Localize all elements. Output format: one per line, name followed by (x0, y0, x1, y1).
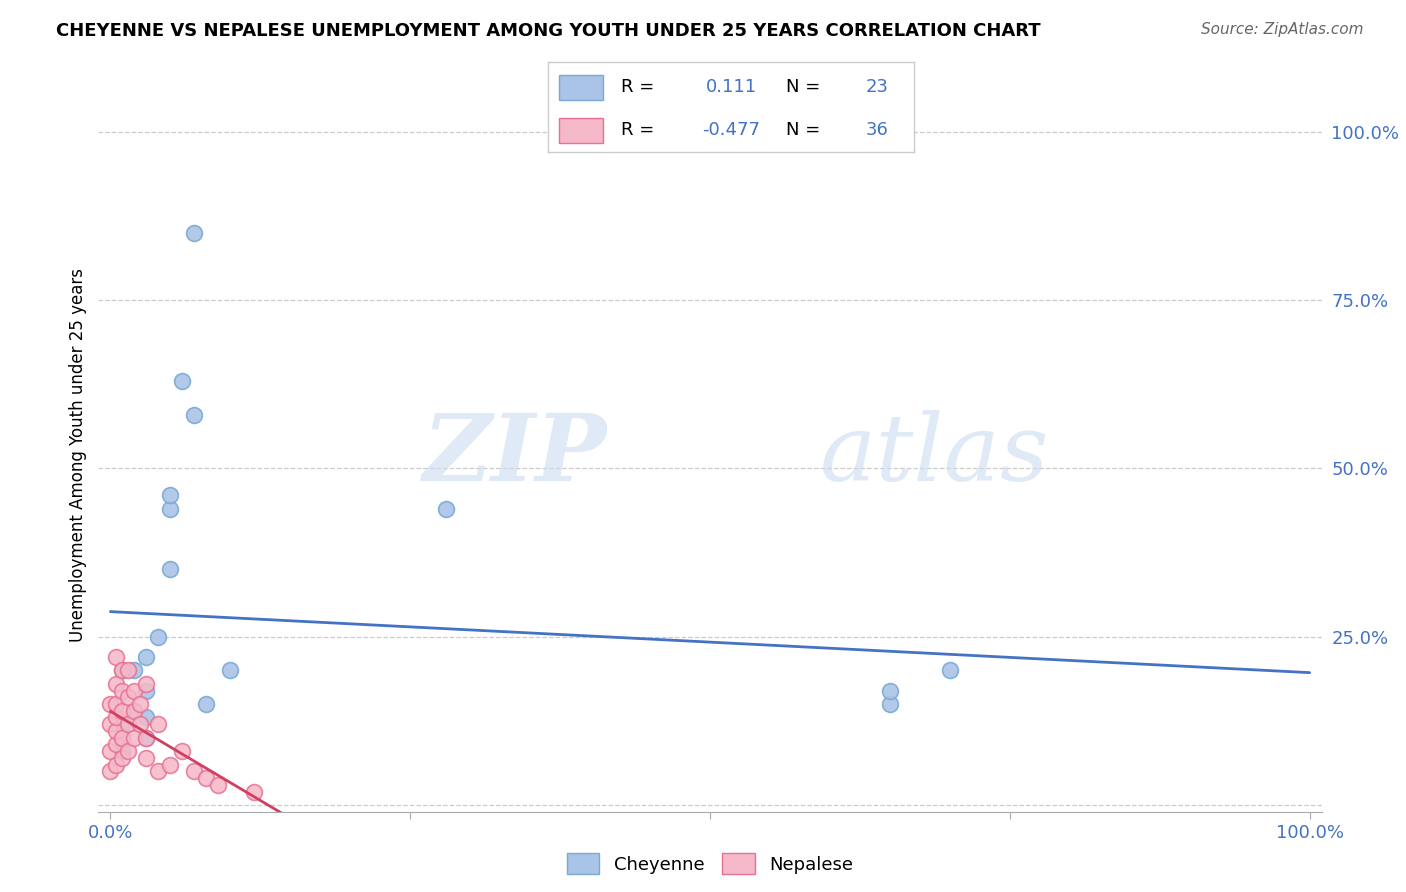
Point (135, 683, 157, 698)
Point (111, 704, 134, 718)
Point (219, 664, 242, 678)
Point (434, 501, 457, 516)
Point (100, 744, 122, 758)
Point (124, 683, 146, 698)
Point (135, 649, 157, 664)
Point (135, 731, 157, 745)
Point (124, 731, 146, 745)
Point (111, 664, 134, 678)
Point (159, 562, 181, 576)
Point (939, 664, 962, 678)
Text: CHEYENNE VS NEPALESE UNEMPLOYMENT AMONG YOUTH UNDER 25 YEARS CORRELATION CHART: CHEYENNE VS NEPALESE UNEMPLOYMENT AMONG … (56, 22, 1040, 40)
Point (111, 717, 134, 731)
Point (148, 717, 170, 731)
Point (207, 778, 229, 792)
Point (100, 717, 122, 731)
Point (124, 664, 146, 678)
Point (135, 710, 157, 724)
Text: Source: ZipAtlas.com: Source: ZipAtlas.com (1201, 22, 1364, 37)
Point (159, 488, 181, 502)
Point (111, 731, 134, 745)
Point (172, 744, 194, 758)
Text: 23: 23 (866, 78, 889, 96)
Point (183, 408, 205, 422)
Point (117, 744, 139, 758)
Point (105, 649, 128, 664)
Point (124, 704, 146, 718)
Point (135, 677, 157, 691)
Point (105, 677, 128, 691)
Point (111, 744, 134, 758)
Point (879, 683, 901, 698)
Point (105, 757, 128, 772)
Point (117, 690, 139, 705)
Point (105, 738, 128, 752)
Text: R =: R = (621, 120, 655, 139)
Point (105, 697, 128, 711)
Point (100, 764, 122, 779)
Point (148, 764, 170, 779)
Y-axis label: Unemployment Among Youth under 25 years: Unemployment Among Youth under 25 years (69, 268, 87, 642)
Text: R =: R = (621, 78, 655, 96)
Bar (560, 75, 603, 100)
Point (111, 751, 134, 765)
Point (148, 630, 170, 644)
Text: atlas: atlas (820, 410, 1050, 500)
Point (183, 764, 205, 779)
Point (129, 697, 152, 711)
Text: 36: 36 (866, 120, 889, 139)
Text: N =: N = (786, 78, 820, 96)
Text: ZIP: ZIP (422, 410, 606, 500)
Point (159, 501, 181, 516)
Point (105, 710, 128, 724)
Point (172, 374, 194, 388)
Point (117, 664, 139, 678)
Text: N =: N = (786, 120, 820, 139)
Point (195, 697, 218, 711)
Point (124, 704, 146, 718)
Bar (560, 118, 603, 143)
Point (111, 683, 134, 698)
Point (159, 757, 181, 772)
Point (111, 664, 134, 678)
Text: 0.111: 0.111 (706, 78, 756, 96)
Point (117, 717, 139, 731)
Point (111, 731, 134, 745)
Text: -0.477: -0.477 (702, 120, 761, 139)
Point (135, 731, 157, 745)
Point (100, 697, 122, 711)
Point (183, 226, 205, 240)
Point (195, 771, 218, 785)
Point (243, 784, 266, 798)
Legend: Cheyenne, Nepalese: Cheyenne, Nepalese (560, 846, 860, 881)
Point (129, 717, 152, 731)
Point (105, 723, 128, 738)
Point (135, 751, 157, 765)
Point (879, 697, 901, 711)
